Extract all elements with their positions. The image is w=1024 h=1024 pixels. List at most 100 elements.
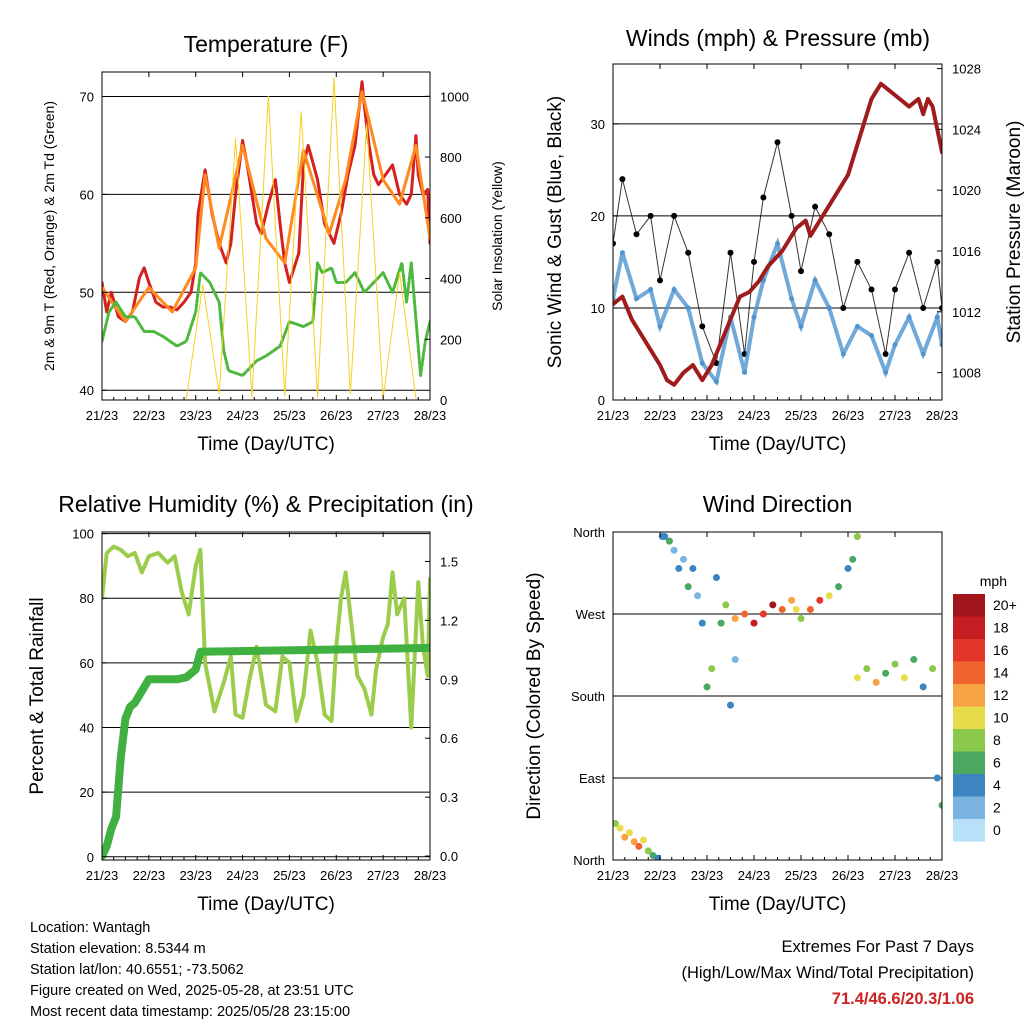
direction-point <box>665 537 673 545</box>
direction-point <box>910 656 918 664</box>
chart-panel-2: 21/23 22/23 23/23 24/23 25/23 26/23 27/23 28/23… <box>27 491 474 915</box>
extremes-title: Extremes For Past 7 Days <box>781 938 974 956</box>
direction-point <box>882 669 890 677</box>
legend-label: 2 <box>993 800 1001 816</box>
x-tick-label: 26/23 <box>832 868 865 883</box>
x-tick-label: 22/23 <box>133 408 166 423</box>
legend-label: 6 <box>993 755 1001 771</box>
direction-point <box>769 601 777 609</box>
y-tick-label: 40 <box>80 721 94 736</box>
legend-swatch <box>953 616 985 639</box>
x-tick-label: 27/23 <box>367 408 400 423</box>
direction-point <box>778 605 786 613</box>
x-tick-label: 25/23 <box>785 408 818 423</box>
direction-point <box>689 564 697 572</box>
x-tick-label: 25/23 <box>785 868 818 883</box>
direction-point <box>853 674 861 682</box>
direction-point <box>717 619 725 627</box>
y-right-tick-label: 0.9 <box>440 672 458 687</box>
x-tick-label: 24/23 <box>226 868 259 883</box>
y-tick-label: 40 <box>80 383 94 398</box>
legend-swatch <box>953 796 985 819</box>
x-tick-label: 27/23 <box>879 408 912 423</box>
chart-title: Relative Humidity (%) & Precipitation (i… <box>58 491 473 517</box>
recent-timestamp-text: Most recent data timestamp: 2025/05/28 2… <box>30 1004 351 1020</box>
direction-point <box>727 701 734 709</box>
direction-point <box>694 592 702 600</box>
direction-point <box>670 546 678 554</box>
legend-swatch <box>953 751 985 774</box>
y-right-tick-label: 1016 <box>952 244 981 259</box>
direction-point <box>844 564 852 572</box>
x-axis-label: Time (Day/UTC) <box>709 434 847 455</box>
y-tick-label: North <box>573 525 605 540</box>
station-info: Location: Wantagh Station elevation: 8.5… <box>30 918 354 1023</box>
series-line <box>102 643 430 860</box>
x-tick-label: 26/23 <box>320 408 353 423</box>
y-right-tick-label: 0.3 <box>440 790 458 805</box>
latlon-text: Station lat/lon: 40.6551; -73.5062 <box>30 962 244 978</box>
direction-point <box>919 683 927 691</box>
legend-swatch <box>953 594 985 617</box>
x-tick-label: 21/23 <box>86 408 119 423</box>
y-right-tick-label: 1.2 <box>440 613 458 628</box>
y-right-tick-label: 1028 <box>952 62 981 77</box>
x-tick-label: 28/23 <box>414 868 447 883</box>
y-tick-label: 20 <box>80 785 94 800</box>
x-tick-label: 28/23 <box>926 408 959 423</box>
y-tick-label: 50 <box>80 285 94 300</box>
x-tick-label: 23/23 <box>691 868 724 883</box>
direction-point <box>891 660 899 668</box>
series-line <box>102 544 430 730</box>
legend-label: 8 <box>993 732 1001 748</box>
direction-point <box>900 674 908 682</box>
chart-title: Wind Direction <box>703 491 853 517</box>
extremes-box: Extremes For Past 7 Days (High/Low/Max W… <box>681 934 974 1012</box>
direction-point <box>849 555 857 563</box>
direction-point <box>788 596 796 604</box>
direction-point <box>680 555 687 563</box>
direction-point <box>703 683 711 691</box>
x-tick-label: 27/23 <box>879 868 912 883</box>
x-tick-label: 22/23 <box>133 868 166 883</box>
x-axis-label: Time (Day/UTC) <box>197 434 335 455</box>
direction-point <box>853 533 861 541</box>
y-tick-label: 100 <box>72 527 94 542</box>
direction-point <box>712 574 720 582</box>
direction-point <box>640 836 648 844</box>
direction-point <box>644 847 652 855</box>
y-right-tick-label: 600 <box>440 211 462 226</box>
series-line <box>102 90 430 324</box>
y-right-tick-label: 800 <box>440 150 462 165</box>
legend-label: 10 <box>993 710 1009 726</box>
series-group <box>613 81 942 387</box>
legend-label: 4 <box>993 777 1001 793</box>
x-tick-label: 24/23 <box>226 408 259 423</box>
legend-swatch <box>953 684 985 707</box>
wind-point <box>613 240 616 247</box>
legend-title: mph <box>980 573 1007 589</box>
x-tick-label: 26/23 <box>832 408 865 423</box>
direction-point <box>825 592 833 600</box>
y-right-tick-label: 1008 <box>952 366 981 381</box>
x-tick-label: 21/23 <box>597 408 630 423</box>
legend-label: 12 <box>993 687 1009 703</box>
y-tick-label: 80 <box>80 591 94 606</box>
extremes-subtitle: (High/Low/Max Wind/Total Precipitation) <box>681 964 974 982</box>
x-tick-label: 23/23 <box>179 868 212 883</box>
x-tick-label: 24/23 <box>738 868 771 883</box>
series-line <box>613 81 942 387</box>
y-tick-label: 60 <box>80 656 94 671</box>
direction-point <box>684 583 692 591</box>
legend-label: 0 <box>993 822 1001 838</box>
direction-point <box>708 665 716 673</box>
y-tick-label: 0 <box>598 393 605 408</box>
y-right-tick-label: 0.0 <box>440 849 458 864</box>
direction-point <box>625 829 633 837</box>
chart-panel-1: 21/23 22/23 23/23 24/23 25/23 26/23 27/23 28/23… <box>545 25 1024 455</box>
y-tick-label: East <box>579 771 605 786</box>
legend-swatch <box>953 706 985 729</box>
chart-title: Winds (mph) & Pressure (mb) <box>626 25 930 51</box>
y-axis-label: Direction (Colored By Speed) <box>524 572 545 819</box>
